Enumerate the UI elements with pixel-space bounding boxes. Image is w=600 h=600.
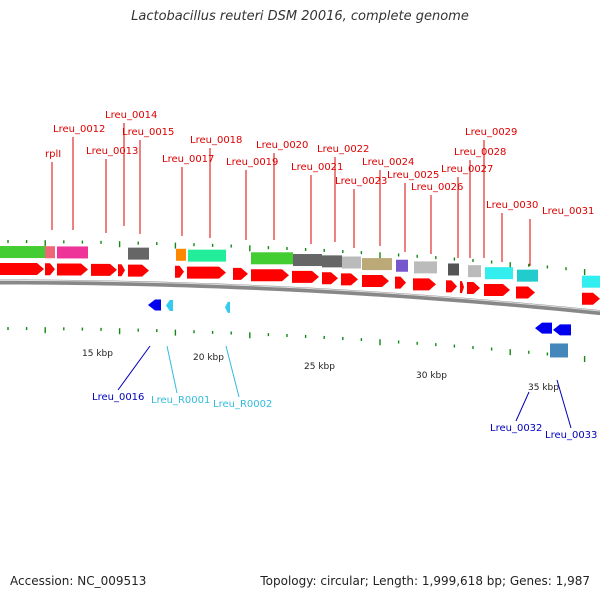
cog-box xyxy=(485,267,513,280)
cog-box xyxy=(448,263,459,276)
cds-arrow xyxy=(362,274,389,287)
cog-box xyxy=(582,275,600,288)
gene-label: Lreu_0028 xyxy=(454,147,506,158)
cog-box xyxy=(57,246,88,259)
backbone-line xyxy=(0,279,600,316)
cds-arrow xyxy=(460,281,464,294)
gene-label: Lreu_0031 xyxy=(542,206,594,217)
gene-label: Lreu_0015 xyxy=(122,127,174,138)
gene-label: Lreu_0032 xyxy=(490,423,542,434)
cds-arrow xyxy=(0,263,44,276)
cog-function-boxes xyxy=(0,246,600,288)
gene-label: Lreu_R0002 xyxy=(213,399,272,410)
cog-box xyxy=(396,259,408,272)
cds-arrow xyxy=(341,273,358,286)
label-leader xyxy=(556,379,572,429)
gene-label: Lreu_0030 xyxy=(486,200,538,211)
cds-arrow xyxy=(233,267,248,280)
cds-arrow xyxy=(484,283,510,296)
cds-arrow xyxy=(251,269,289,282)
cog-box xyxy=(128,247,149,260)
gene-label: Lreu_0021 xyxy=(291,162,343,173)
cds-arrow xyxy=(582,292,600,305)
gene-label: rplI xyxy=(45,149,61,160)
genome-title: Lactobacillus reuteri DSM 20016, complet… xyxy=(131,9,469,24)
label-leader xyxy=(515,391,530,422)
cds-arrow xyxy=(128,264,149,277)
label-leader xyxy=(117,345,151,391)
gene-label: Lreu_R0001 xyxy=(151,395,210,406)
cds-minus-arrow xyxy=(148,299,161,311)
cds-arrow xyxy=(395,276,406,289)
cog-box xyxy=(251,252,293,265)
cds-arrow xyxy=(413,278,436,291)
cds-arrow xyxy=(118,264,125,277)
cog-box-reverse xyxy=(550,343,568,358)
cds-arrow xyxy=(446,280,457,293)
gene-label: Lreu_0026 xyxy=(411,182,463,193)
cds-arrow xyxy=(175,265,184,278)
gene-label: Lreu_0024 xyxy=(362,157,414,168)
scale-label: 35 kbp xyxy=(528,383,559,393)
rna-arrow xyxy=(225,301,230,313)
cog-box xyxy=(176,248,186,261)
cds-minus-arrow xyxy=(535,322,552,334)
gene-label: Lreu_0012 xyxy=(53,124,105,135)
cog-box xyxy=(362,258,392,271)
cog-box xyxy=(45,246,55,259)
cds-minus-arrow xyxy=(553,324,571,336)
backbone-highlight xyxy=(0,279,600,312)
gene-label: Lreu_0017 xyxy=(162,154,214,165)
gene-label: Lreu_0014 xyxy=(105,110,157,121)
cog-box xyxy=(293,254,322,267)
cds-arrow xyxy=(516,286,535,299)
cds-arrow xyxy=(91,263,117,276)
gene-label: Lreu_0029 xyxy=(465,127,517,138)
gene-label: Lreu_0013 xyxy=(86,146,138,157)
gene-label: Lreu_0033 xyxy=(545,430,597,441)
gene-label: Lreu_0027 xyxy=(441,164,493,175)
gene-features xyxy=(0,263,600,358)
cds-arrow xyxy=(57,263,88,276)
label-leader xyxy=(225,345,240,398)
scale-label: 25 kbp xyxy=(304,362,335,372)
cog-box xyxy=(0,246,45,259)
cog-box xyxy=(468,265,481,278)
cog-box xyxy=(322,255,342,268)
label-leader xyxy=(166,345,178,394)
cds-arrow xyxy=(467,282,480,295)
genome-summary-text: Topology: circular; Length: 1,999,618 bp… xyxy=(260,574,590,588)
scale-label: 20 kbp xyxy=(193,353,224,363)
gene-label: Lreu_0019 xyxy=(226,157,278,168)
cog-box xyxy=(414,261,437,274)
gene-label: Lreu_0018 xyxy=(190,135,242,146)
cog-box xyxy=(188,249,226,262)
scale-labels: 15 kbp 20 kbp 25 kbp 30 kbp 35 kbp xyxy=(82,349,559,393)
gene-label: Lreu_0016 xyxy=(92,392,144,403)
cds-arrow xyxy=(45,263,55,276)
accession-text: Accession: NC_009513 xyxy=(10,574,147,588)
scale-label: 30 kbp xyxy=(416,371,447,381)
genome-backbone xyxy=(0,279,600,316)
cds-arrow xyxy=(322,272,338,285)
cog-box xyxy=(517,269,538,282)
cds-arrow xyxy=(187,266,226,279)
gene-label: Lreu_0022 xyxy=(317,144,369,155)
cog-box xyxy=(342,256,361,269)
tick-marks xyxy=(7,240,586,363)
gene-label: Lreu_0023 xyxy=(335,176,387,187)
rna-arrow xyxy=(166,299,173,311)
gene-label: Lreu_0025 xyxy=(387,170,439,181)
cds-arrow xyxy=(292,270,319,283)
scale-label: 15 kbp xyxy=(82,349,113,359)
gene-label: Lreu_0020 xyxy=(256,140,308,151)
